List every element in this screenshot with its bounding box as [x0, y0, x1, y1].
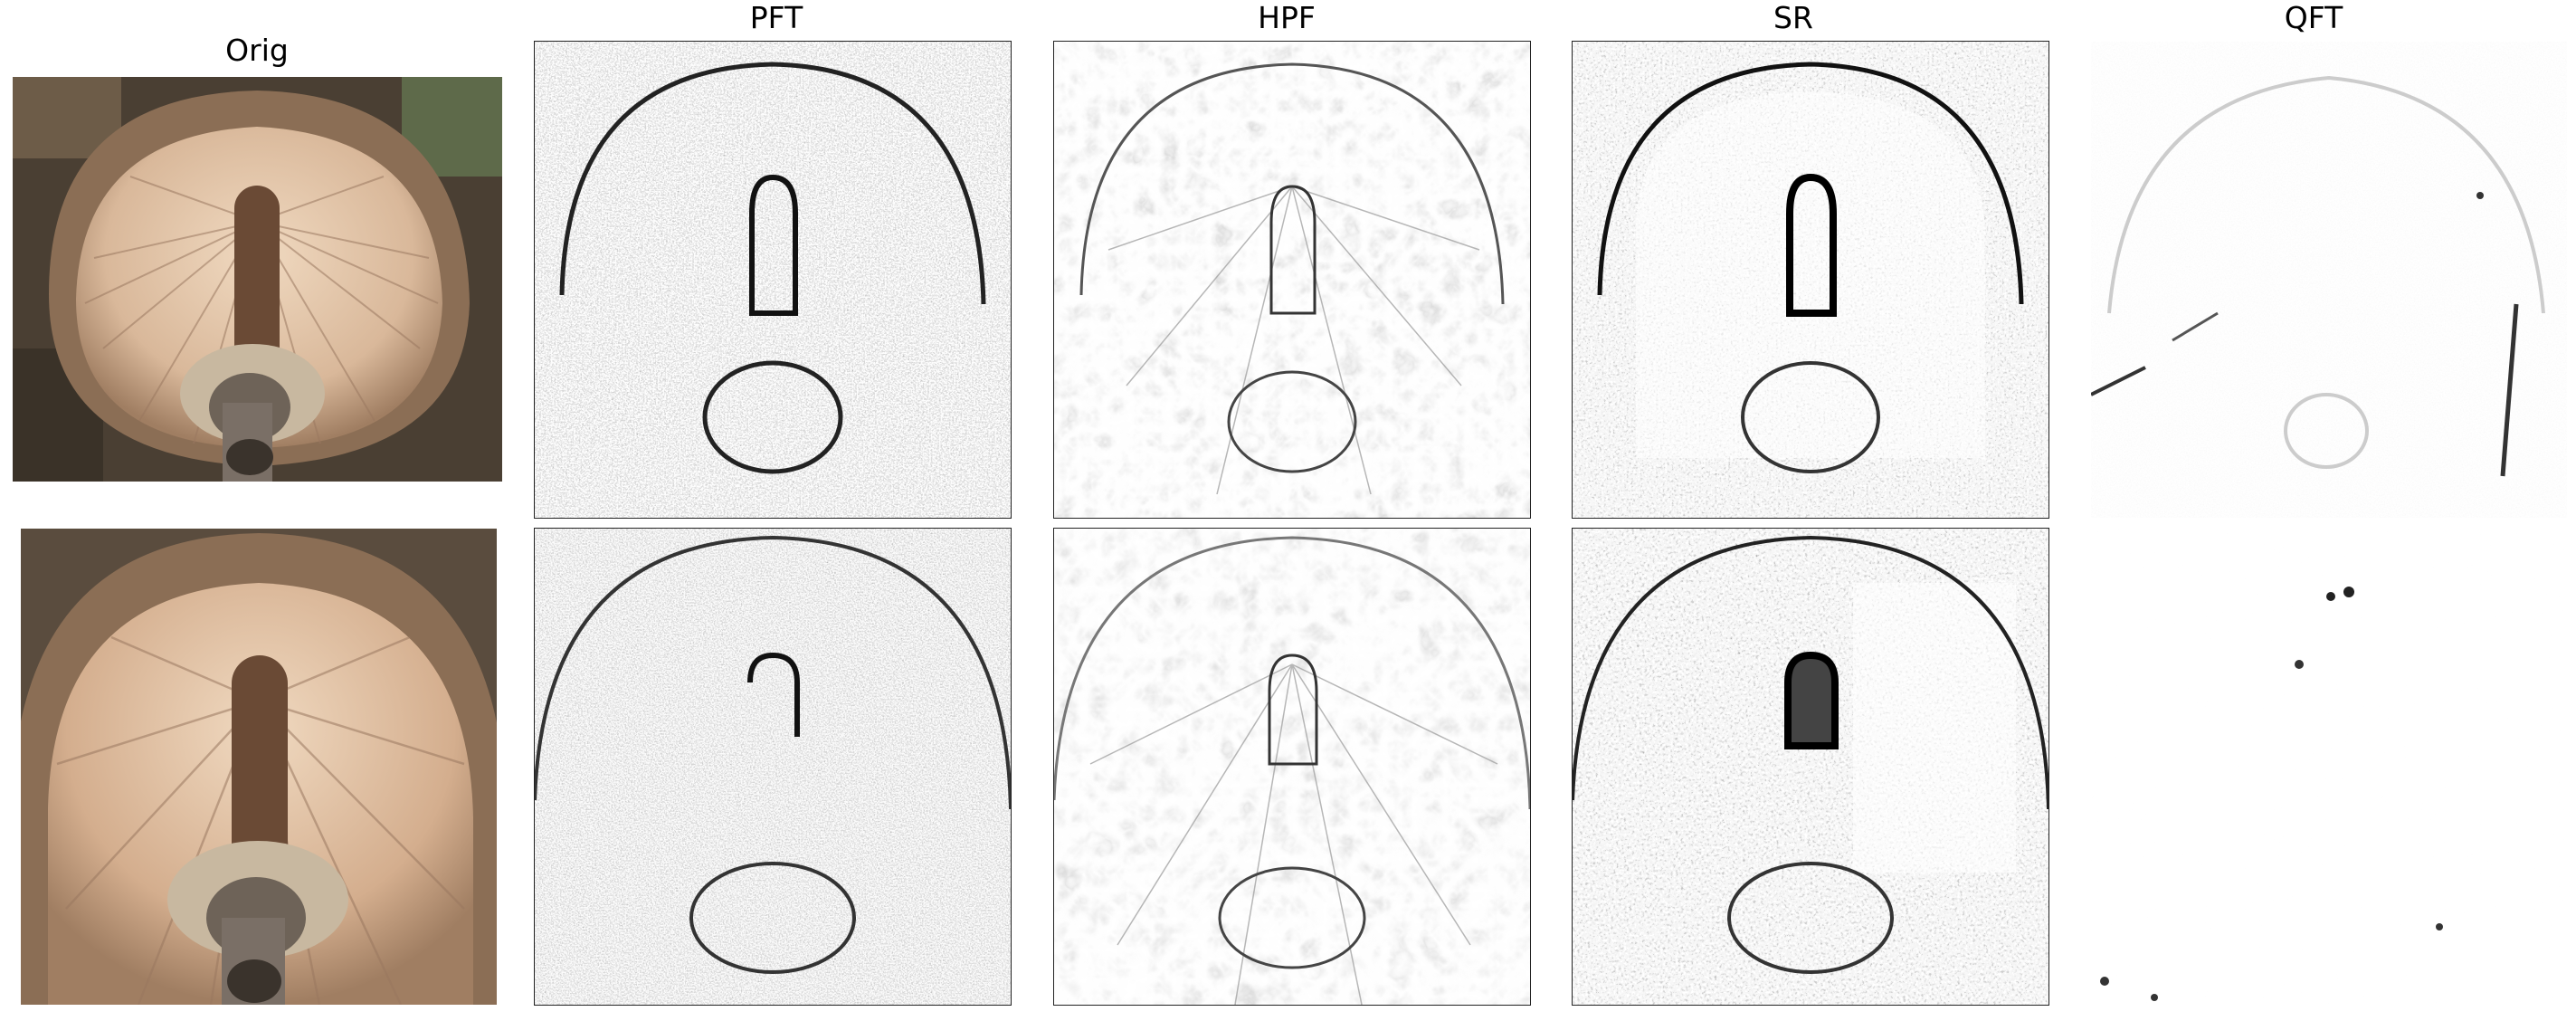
hpf-map-row1 — [1054, 42, 1530, 518]
sr-map-row2 — [1573, 529, 2048, 1005]
qft-map-row2 — [2091, 529, 2567, 1005]
orig-image-row2 — [21, 529, 497, 1005]
column-title-sr: SR — [1773, 0, 1813, 35]
column-title-pft: PFT — [749, 0, 803, 35]
column-title-hpf: HPF — [1258, 0, 1316, 35]
orig-image-row1 — [13, 77, 502, 482]
qft-map-row1 — [2091, 42, 2567, 518]
pft-map-row2 — [535, 529, 1011, 1005]
column-title-qft: QFT — [2284, 0, 2343, 35]
hpf-map-row2 — [1054, 529, 1530, 1005]
sr-map-row1 — [1573, 42, 2048, 518]
column-title-orig: Orig — [225, 33, 289, 68]
pft-map-row1 — [535, 42, 1011, 518]
